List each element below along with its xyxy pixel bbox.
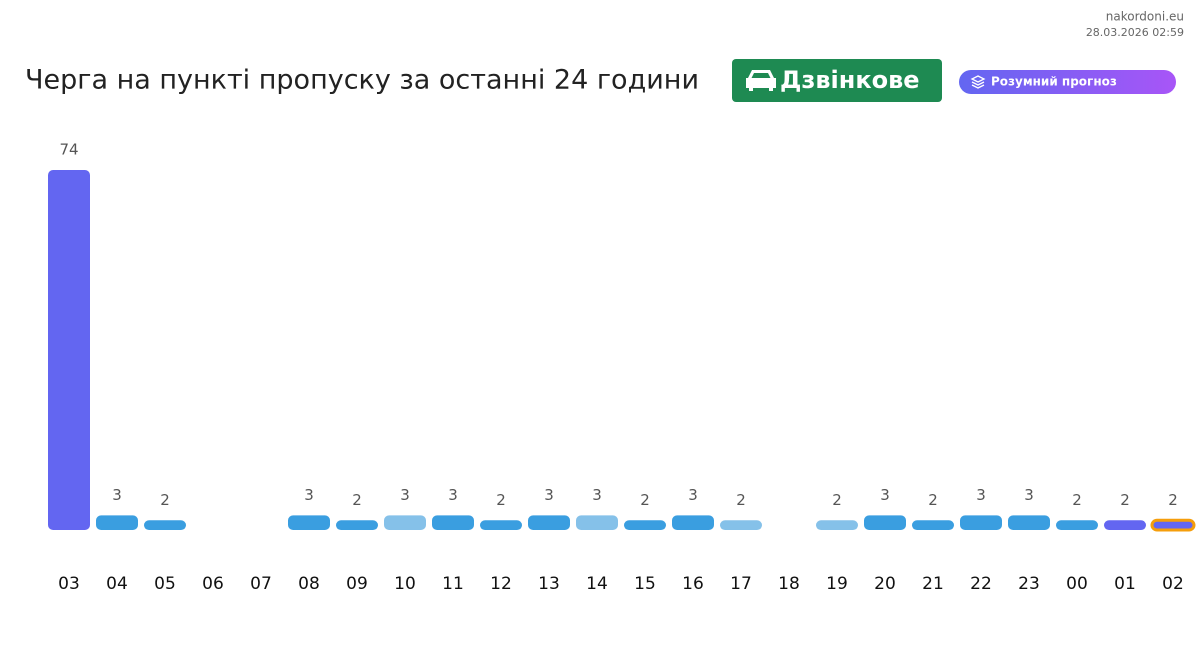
value-label: 3: [304, 486, 314, 504]
bar: [1056, 520, 1098, 530]
x-tick-label: 06: [202, 574, 224, 594]
car-icon: [746, 70, 776, 91]
value-label: 3: [400, 486, 410, 504]
bar: [480, 520, 522, 530]
value-label: 2: [1168, 491, 1178, 509]
checkpoint-name: Дзвінкове: [780, 66, 920, 94]
bar: [528, 515, 570, 530]
value-label: 2: [1072, 491, 1082, 509]
bar: [576, 515, 618, 530]
bar: [336, 520, 378, 530]
value-label: 2: [496, 491, 506, 509]
bar: [1150, 518, 1196, 532]
value-label: 2: [928, 491, 938, 509]
x-tick-label: 11: [442, 574, 464, 594]
x-tick-label: 16: [682, 574, 704, 594]
value-label: 3: [976, 486, 986, 504]
x-tick-label: 09: [346, 574, 368, 594]
bar: [720, 520, 762, 530]
chart-title: Черга на пункті пропуску за останні 24 г…: [25, 65, 699, 96]
x-tick-label: 08: [298, 574, 320, 594]
bar: [432, 515, 474, 530]
x-tick-label: 14: [586, 574, 608, 594]
x-tick-label: 20: [874, 574, 896, 594]
site: nakordoni.eu: [1106, 10, 1184, 24]
x-tick-label: 15: [634, 574, 656, 594]
bar: [624, 520, 666, 530]
x-tick-label: 19: [826, 574, 848, 594]
x-tick-label: 03: [58, 574, 80, 594]
value-label: 3: [544, 486, 554, 504]
layers-icon: [970, 75, 986, 89]
x-tick-label: 13: [538, 574, 560, 594]
checkpoint-badge: [732, 59, 942, 102]
bar: [912, 520, 954, 530]
bar: [144, 520, 186, 530]
x-tick-label: 10: [394, 574, 416, 594]
x-tick-label: 07: [250, 574, 272, 594]
bar: [96, 515, 138, 530]
value-label: 74: [59, 141, 78, 159]
value-label: 3: [688, 486, 698, 504]
x-tick-label: 00: [1066, 574, 1088, 594]
x-tick-label: 01: [1114, 574, 1136, 594]
x-tick-label: 17: [730, 574, 752, 594]
value-label: 3: [112, 486, 122, 504]
bar: [864, 515, 906, 530]
x-tick-label: 12: [490, 574, 512, 594]
bar: [672, 515, 714, 530]
bar: [48, 170, 90, 530]
bar: [1008, 515, 1050, 530]
value-label: 2: [1120, 491, 1130, 509]
x-tick-label: 22: [970, 574, 992, 594]
value-label: 3: [880, 486, 890, 504]
x-tick-label: 18: [778, 574, 800, 594]
value-label: 3: [448, 486, 458, 504]
bar: [816, 520, 858, 530]
value-label: 2: [160, 491, 170, 509]
x-tick-label: 04: [106, 574, 128, 594]
x-tick-label: 21: [922, 574, 944, 594]
x-tick-label: 23: [1018, 574, 1040, 594]
bar: [384, 515, 426, 530]
x-tick-label: 02: [1162, 574, 1184, 594]
value-label: 3: [1024, 486, 1034, 504]
value-label: 3: [592, 486, 602, 504]
timestamp: 28.03.2026 02:59: [1086, 26, 1184, 39]
bar: [960, 515, 1002, 530]
forecast-label: Розумний прогноз: [991, 75, 1117, 89]
bar: [1104, 520, 1146, 530]
value-label: 2: [736, 491, 746, 509]
value-label: 2: [640, 491, 650, 509]
value-label: 2: [832, 491, 842, 509]
x-tick-label: 05: [154, 574, 176, 594]
forecast-pill[interactable]: [959, 70, 1176, 94]
value-label: 2: [352, 491, 362, 509]
bar: [288, 515, 330, 530]
